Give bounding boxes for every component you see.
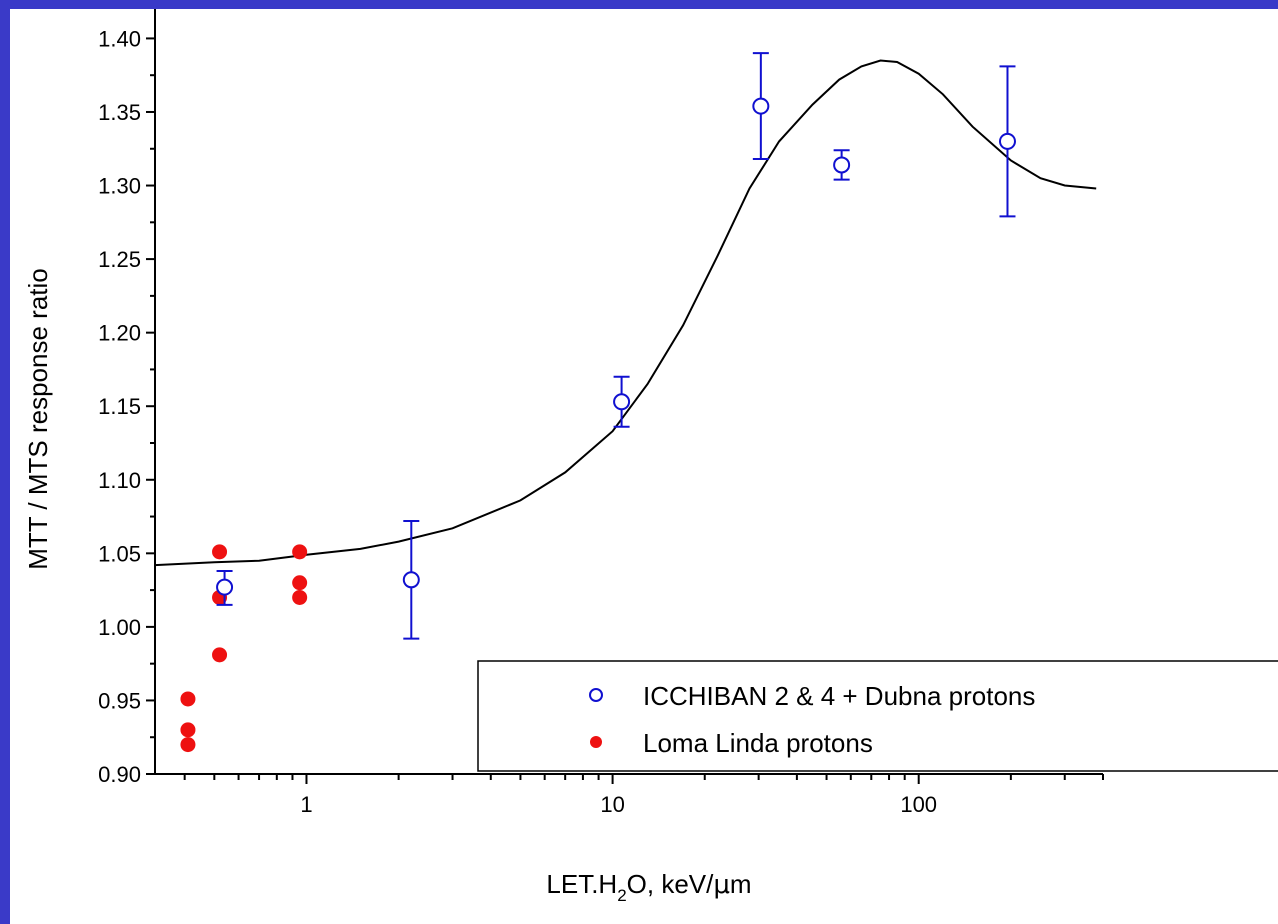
y-tick-label: 1.35 — [98, 100, 141, 125]
x-axis-title: LET.H2O, keV/μm — [546, 869, 751, 905]
legend-marker-loma — [590, 736, 602, 748]
y-tick-label: 1.30 — [98, 174, 141, 199]
axis-titles: MTT / MTS response ratio LET.H2O, keV/μm — [23, 268, 752, 905]
x-tick-label: 100 — [900, 792, 937, 817]
chart: 0.90 0.95 1.00 1.05 1.10 1.15 1.20 1.25 1.30 1.35… — [23, 9, 1278, 905]
y-tick-label: 1.20 — [98, 321, 141, 346]
legend-box — [477, 660, 1278, 772]
y-tick-label: 0.90 — [98, 762, 141, 787]
y-tick-label: 1.25 — [98, 247, 141, 272]
legend: ICCHIBAN 2 & 4 + Dubna protons Loma Lind… — [477, 660, 1278, 772]
legend-marker-icchiban — [589, 688, 603, 702]
fit-curve — [154, 59, 1097, 567]
loma-linda-point — [292, 544, 308, 560]
legend-label-icchiban: ICCHIBAN 2 & 4 + Dubna protons — [643, 681, 1035, 711]
x-axis-title-post: O, keV/ — [627, 869, 714, 899]
x-axis-title-sub: 2 — [617, 886, 626, 905]
y-tick-label: 0.95 — [98, 688, 141, 713]
loma-linda-point — [180, 737, 196, 753]
x-axis-title-tail: m — [730, 869, 752, 899]
loma-linda-point — [212, 647, 228, 663]
y-tick-label: 1.40 — [98, 26, 141, 51]
slide-panel: 0.90 0.95 1.00 1.05 1.10 1.15 1.20 1.25 1.30 1.35… — [10, 9, 1278, 924]
loma-linda-point — [292, 575, 308, 591]
icchiban-point — [833, 156, 851, 174]
y-axis-title: MTT / MTS response ratio — [23, 268, 53, 570]
icchiban-point — [998, 132, 1016, 150]
axes — [154, 9, 1103, 775]
loma-linda-point — [180, 691, 196, 707]
x-axis-title-mu: μ — [713, 870, 730, 900]
ticks: 0.90 0.95 1.00 1.05 1.10 1.15 1.20 1.25 1.30 1.35… — [98, 26, 1104, 817]
fit-curve-group — [154, 59, 1097, 567]
loma-linda-point — [292, 589, 308, 605]
y-tick-label: 1.15 — [98, 394, 141, 419]
x-tick-label: 1 — [300, 792, 312, 817]
y-tick-label: 1.05 — [98, 541, 141, 566]
loma-linda-point — [180, 722, 196, 738]
loma-linda-point — [212, 544, 228, 560]
legend-label-loma: Loma Linda protons — [643, 728, 873, 758]
icchiban-point — [216, 578, 234, 596]
icchiban-point — [613, 393, 631, 411]
x-axis-title-pre: LET.H — [546, 869, 617, 899]
icchiban-point — [402, 571, 420, 589]
x-tick-label: 10 — [600, 792, 624, 817]
y-tick-label: 1.10 — [98, 468, 141, 493]
y-tick-label: 1.00 — [98, 615, 141, 640]
data-marks — [180, 52, 1016, 753]
icchiban-point — [752, 97, 770, 115]
